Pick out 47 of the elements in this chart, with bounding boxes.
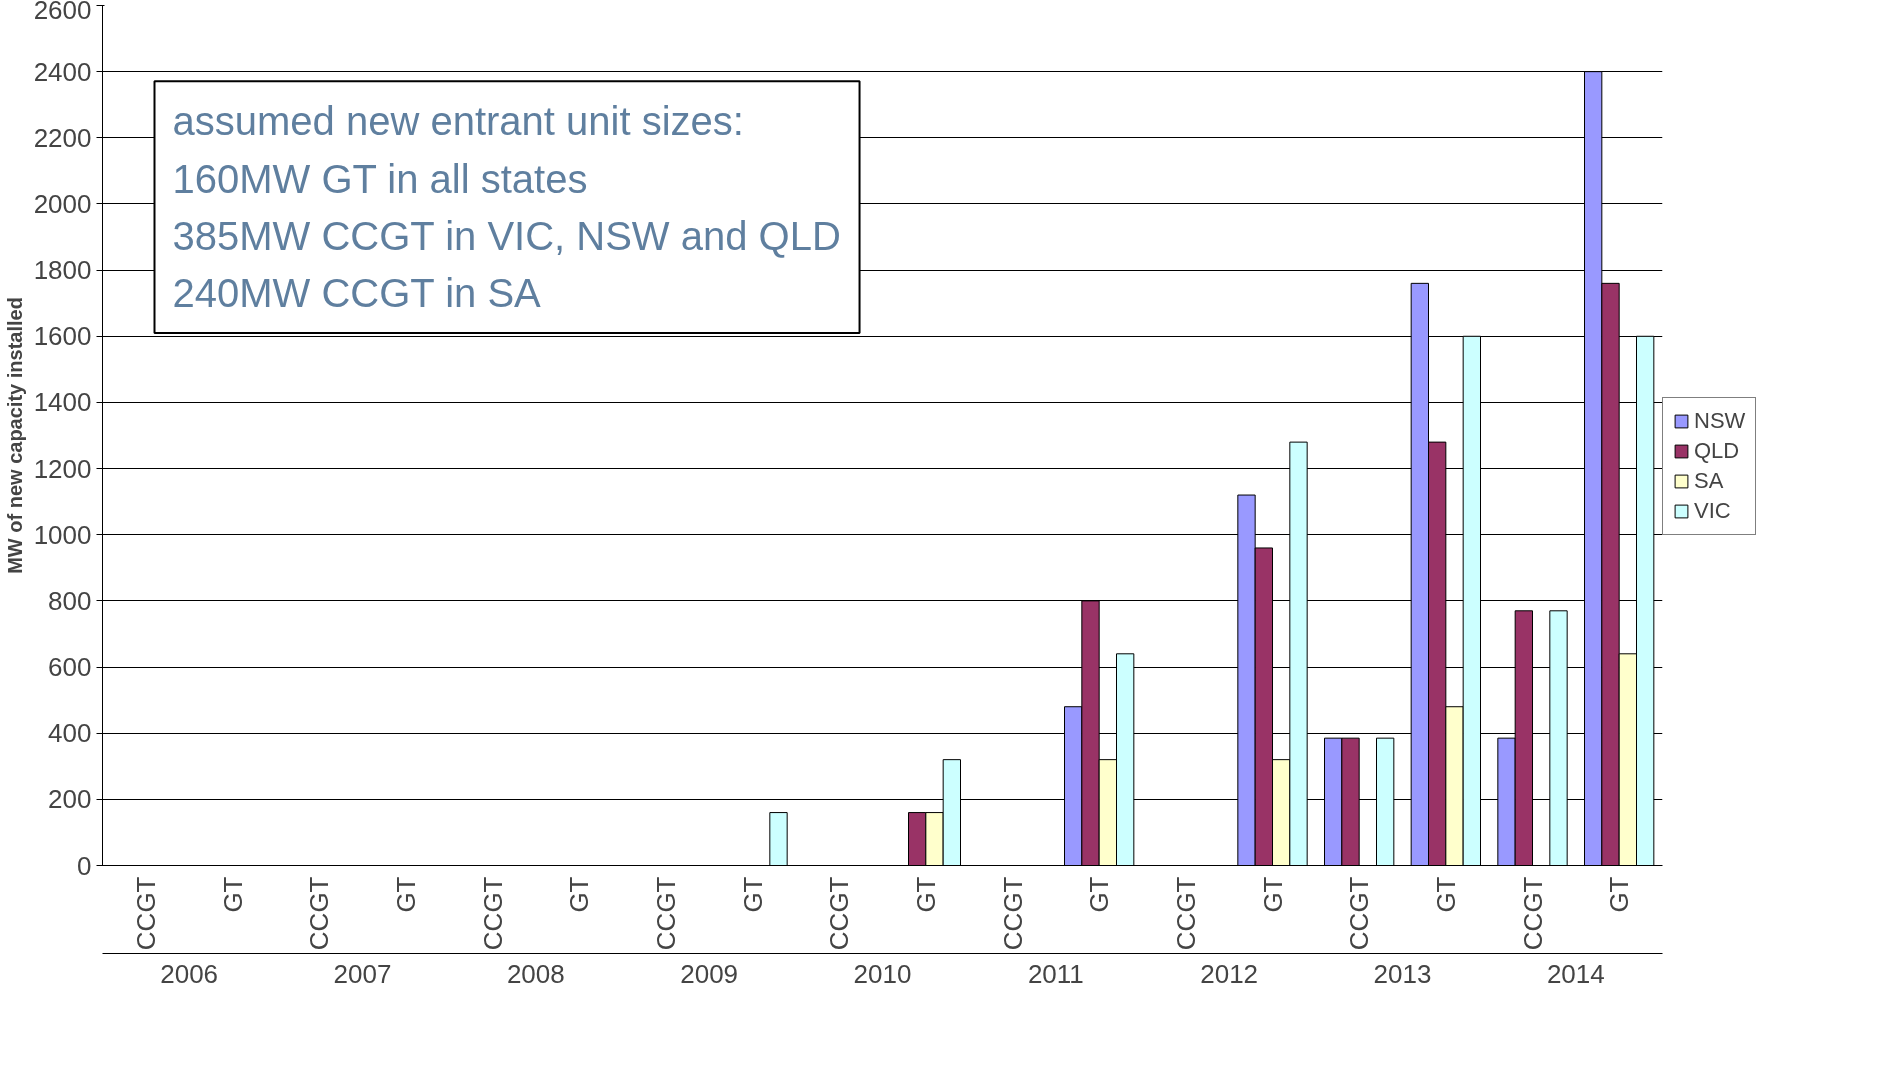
y-tick-label: 2000: [33, 188, 92, 219]
x-tick-label: CCGT: [824, 876, 855, 951]
x-tick-label: CCGT: [304, 876, 335, 951]
x-tick-label: CCGT: [477, 876, 508, 951]
y-tick-label: 1800: [33, 255, 92, 286]
x-tick-label: CCGT: [1170, 876, 1201, 951]
x-tick-label: GT: [217, 876, 248, 913]
text: 2012: [1200, 958, 1259, 989]
text: 2013: [1373, 958, 1432, 989]
text: 2008: [506, 958, 565, 989]
text: 2011: [1027, 958, 1084, 989]
text: 2007: [333, 958, 392, 989]
y-tick-label: 2400: [33, 56, 92, 87]
y-tick-label: 0: [77, 850, 92, 881]
x-tick-label: GT: [737, 876, 768, 913]
y-tick-label: 800: [48, 585, 92, 616]
x-tick-label: CCGT: [1517, 876, 1548, 951]
legend-label: QLD: [1694, 438, 1740, 464]
x-tick-label: GT: [1257, 876, 1288, 913]
text: 2009: [680, 958, 739, 989]
x-tick-label: GT: [390, 876, 421, 913]
legend-label: SA: [1694, 468, 1724, 494]
x-tick-label: GT: [1430, 876, 1461, 913]
text: 2006: [160, 958, 219, 989]
x-tick-label: CCGT: [1344, 876, 1375, 951]
y-tick-label: 1600: [33, 321, 92, 352]
y-tick-label: 2200: [33, 122, 92, 153]
x-tick-label: CCGT: [997, 876, 1028, 951]
y-tick-label: 600: [48, 652, 92, 683]
y-tick-label: 1200: [33, 453, 92, 484]
y-tick-label: 1000: [33, 519, 92, 550]
legend-label: VIC: [1694, 498, 1731, 524]
x-tick-label: CCGT: [130, 876, 161, 951]
x-tick-label: GT: [910, 876, 941, 913]
x-tick-label: GT: [1604, 876, 1635, 913]
annotation: assumed new entrant unit sizes: 160MW GT in all states 385MW CCGT in VIC, NSW and QLD 240MW CCGT in SA: [172, 99, 841, 315]
y-tick-label: 200: [48, 784, 92, 815]
x-tick-label: GT: [1084, 876, 1115, 913]
x-tick-label: CCGT: [650, 876, 681, 951]
x-tick-label: GT: [564, 876, 595, 913]
y-tick-label: 400: [48, 718, 92, 749]
text: 2010: [853, 958, 912, 989]
text: 2014: [1546, 958, 1605, 989]
legend-label: NSW: [1694, 408, 1746, 434]
y-tick-label: 1400: [33, 387, 92, 418]
y-tick-label: 2600: [33, 0, 92, 25]
y-axis-title: MW of new capacity installed: [3, 297, 26, 574]
